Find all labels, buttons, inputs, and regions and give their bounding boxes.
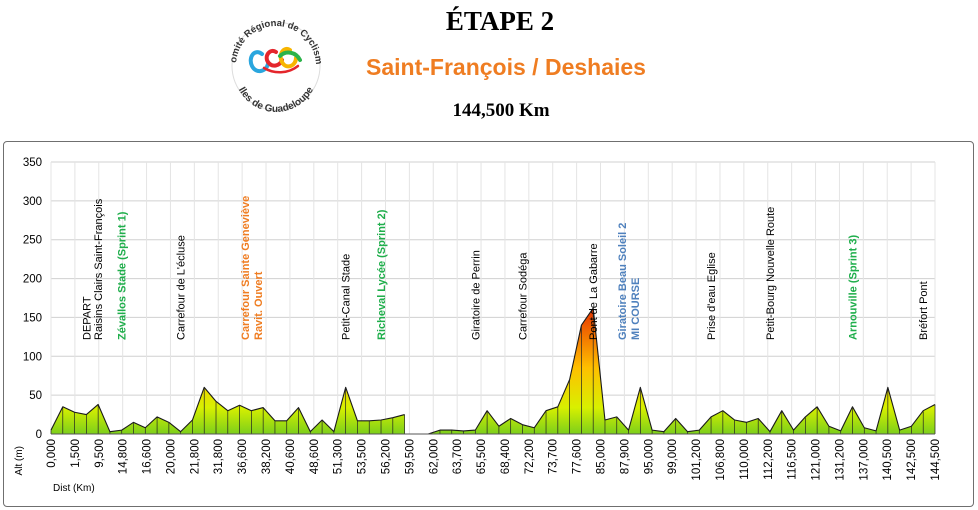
x-tick-label: 63,700 — [452, 439, 464, 474]
x-tick-label: 72,200 — [524, 439, 536, 474]
x-tick-label: 73,700 — [548, 439, 560, 474]
x-tick-label: 38,200 — [261, 439, 273, 474]
x-tick-label: 20,000 — [166, 439, 178, 474]
profile-area — [428, 308, 935, 434]
y-tick-label: 300 — [23, 196, 42, 208]
cyclist-emblem — [248, 47, 302, 74]
x-tick-label: 51,300 — [333, 439, 345, 474]
y-tick-label: 200 — [23, 274, 42, 286]
x-tick-label: 1,500 — [70, 439, 82, 468]
x-axis-title: Dist (Km) — [53, 483, 95, 494]
chart-frame: DEPART Raisins Clairs Saint-François Zéval… — [3, 141, 974, 507]
x-tick-label: 16,600 — [142, 439, 154, 474]
y-axis-title: Alt (m) — [14, 446, 25, 475]
stage-distance: 144,500 Km — [452, 100, 550, 121]
annotation-label: Pont de La Gabarre — [588, 243, 600, 340]
y-tick-label: 150 — [23, 312, 42, 324]
x-tick-label: 62,000 — [428, 439, 440, 474]
x-tick-label: 112,200 — [763, 439, 775, 480]
x-tick-label: 14,800 — [118, 439, 130, 474]
x-tick-label: 65,500 — [476, 439, 488, 474]
x-tick-label: 142,500 — [906, 439, 918, 481]
annotation-label: MI COURSE — [630, 278, 642, 340]
x-tick-label: 137,000 — [858, 439, 870, 481]
x-tick-label: 101,200 — [691, 439, 703, 481]
annotation-label: Giratoire Beau Soleil 2 — [617, 223, 629, 340]
profile-line — [427, 307, 936, 435]
annotation-label: Giratoire de Perrin — [470, 250, 482, 340]
club-logo: Comité Régional de Cyclisme Iles de Guad… — [218, 4, 324, 115]
x-tick-label: 48,600 — [309, 439, 321, 474]
x-tick-label: 9,500 — [94, 439, 106, 468]
annotation-label: Zévallos Stade (Sprint 1) — [117, 211, 129, 340]
annotation-label: Petit-Bourg Nouvelle Route — [765, 207, 777, 340]
annotation-label: Carrefour Sodéga — [518, 252, 530, 340]
annotation-label: Bréfort Pont — [918, 281, 930, 340]
x-tick-label: 144,500 — [930, 439, 942, 481]
x-tick-label: 68,400 — [500, 439, 512, 474]
annotation-label: DEPART — [81, 296, 93, 340]
annotation-label: Petit-Canal Stade — [341, 254, 353, 340]
x-tick-label: 53,500 — [357, 439, 369, 474]
x-tick-label: 121,000 — [811, 439, 823, 481]
x-tick-label: 77,600 — [572, 439, 584, 474]
stage-title: ÉTAPE 2 — [445, 6, 555, 36]
annotation-label: Raisins Clairs Saint-François — [93, 198, 105, 340]
annotation-label: Richeval Lycée (Sprint 2) — [376, 209, 388, 340]
x-tick-label: 95,000 — [643, 439, 655, 474]
x-tick-label: 56,200 — [381, 439, 393, 474]
header: Comité Régional de Cyclisme Iles de Guad… — [0, 0, 978, 135]
x-tick-label: 36,600 — [237, 439, 249, 474]
x-tick-label: 106,800 — [715, 439, 727, 481]
x-tick-label: 131,200 — [834, 439, 846, 481]
annotation-label: Ravit. Ouvert — [253, 271, 265, 340]
x-tick-label: 85,000 — [596, 439, 608, 474]
annotation-label: Carrefour de L'écluse — [176, 235, 188, 340]
y-tick-label: 100 — [23, 351, 42, 363]
y-tick-label: 350 — [23, 157, 42, 169]
y-tick-label: 250 — [23, 235, 42, 247]
x-tick-label: 40,600 — [285, 439, 297, 474]
x-tick-label: 87,900 — [619, 439, 631, 474]
x-tick-label: 116,500 — [787, 439, 799, 480]
y-tick-label: 0 — [36, 429, 42, 441]
stage-route: Saint-François / Deshaies — [366, 54, 646, 80]
annotation-label: Prise d'eau Eglise — [706, 252, 718, 340]
annotation-label: Arnouville (Sprint 3) — [848, 235, 860, 340]
x-tick-label: 21,800 — [189, 439, 201, 474]
elevation-profile-chart: DEPART Raisins Clairs Saint-François Zéval… — [14, 157, 942, 494]
x-tick-label: 140,500 — [882, 439, 894, 481]
x-tick-label: 99,000 — [667, 439, 679, 474]
x-tick-label: 0,000 — [46, 439, 58, 468]
x-tick-label: 110,000 — [739, 439, 751, 480]
x-tick-label: 31,800 — [213, 439, 225, 474]
x-tick-label: 59,500 — [404, 439, 416, 474]
y-tick-label: 50 — [29, 390, 42, 402]
annotation-label: Carrefour Sainte Geneviève — [240, 196, 252, 340]
